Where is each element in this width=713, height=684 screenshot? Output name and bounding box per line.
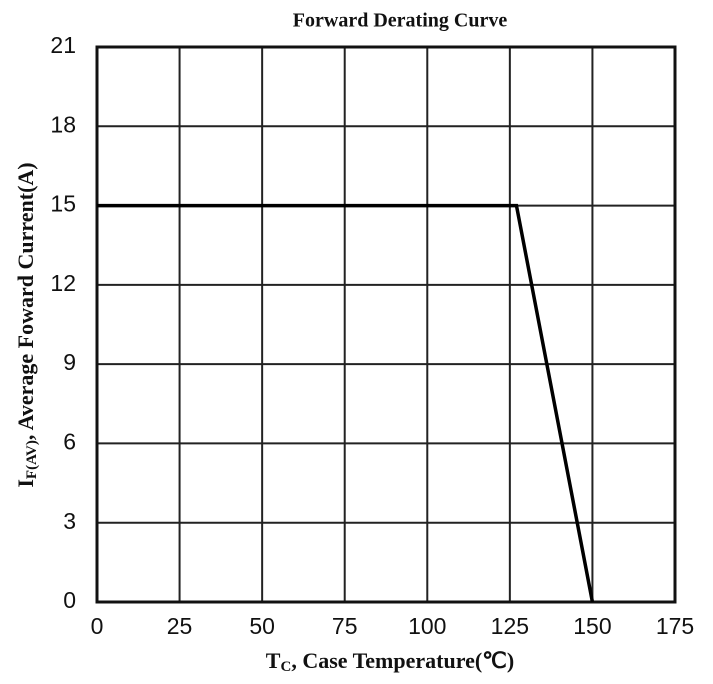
y-tick-label: 9: [63, 349, 76, 375]
chart-title: Forward Derating Curve: [293, 10, 508, 32]
y-tick-label: 6: [63, 429, 76, 455]
y-axis-label: IF(AV), Average Foward Current(A): [13, 162, 40, 487]
data-line: [97, 203, 595, 603]
y-tick-label: 15: [50, 191, 76, 217]
x-label-main: T: [266, 648, 281, 673]
y-tick-label: 3: [63, 508, 76, 534]
x-tick-label: 100: [408, 613, 446, 639]
y-tick-label: 12: [50, 270, 76, 296]
y-label-sub: F(AV): [24, 440, 40, 479]
y-tick-label: 18: [50, 111, 76, 137]
x-tick-label: 25: [167, 613, 193, 639]
y-tick-label: 21: [50, 32, 76, 58]
x-tick-label: 50: [249, 613, 275, 639]
x-tick-label: 125: [491, 613, 529, 639]
x-label-sub: C: [280, 659, 291, 675]
y-label-rest: , Average Foward Current(A): [13, 162, 38, 440]
x-tick-label: 0: [91, 613, 104, 639]
plot-border: [95, 45, 677, 604]
x-tick-label: 150: [573, 613, 611, 639]
x-label-rest: , Case Temperature(℃): [291, 648, 514, 673]
y-tick-label: 0: [63, 587, 76, 613]
x-tick-label: 75: [332, 613, 358, 639]
x-tick-label: 175: [656, 613, 694, 639]
y-label-main: I: [13, 479, 38, 488]
x-axis-label: TC, Case Temperature(℃): [266, 648, 514, 675]
